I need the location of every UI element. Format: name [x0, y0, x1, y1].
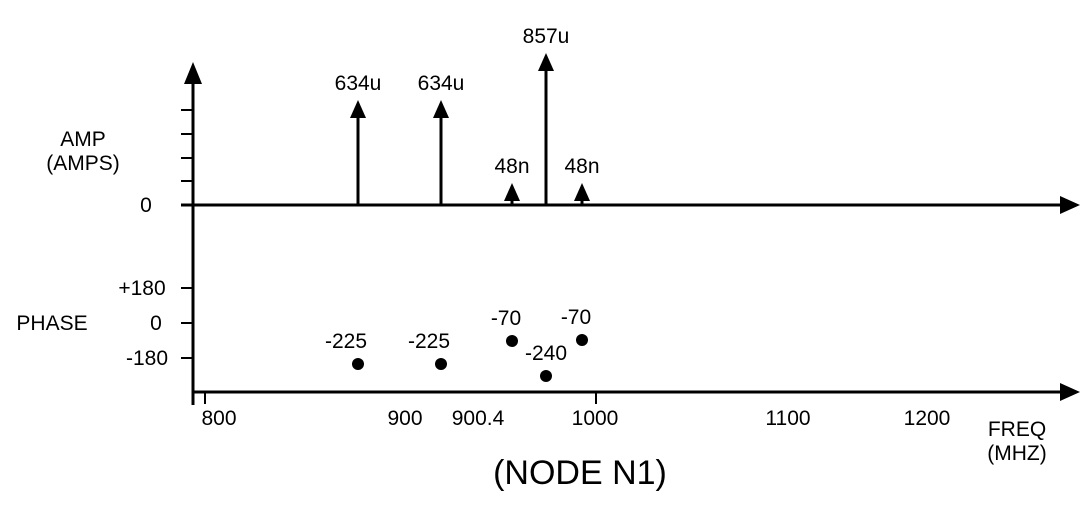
phase-zero-label: 0	[150, 312, 162, 335]
phase-point	[540, 370, 552, 382]
vertical-axis-arrowhead	[184, 62, 202, 84]
amp-baseline-arrowhead	[1060, 196, 1080, 214]
diagram-title: (NODE N1)	[493, 454, 667, 492]
freq-tick-label: 900	[387, 407, 422, 430]
phase-points-group: -225 -225-70-240-70	[325, 306, 591, 382]
amp-zero-label: 0	[140, 194, 152, 217]
freq-tick-label: 900.4	[452, 407, 505, 430]
amplitude-label: 48n	[564, 155, 599, 178]
amplitude-lines-group: 634u 634u 48n 857u 48n	[335, 25, 600, 205]
phase-label: -70	[561, 306, 591, 329]
amplitude-arrowhead	[433, 100, 449, 118]
freq-tick-label: 800	[201, 407, 236, 430]
phase-point	[576, 334, 588, 346]
phase-point	[435, 358, 447, 370]
amp-axis-label: AMP	[60, 128, 106, 151]
phase-point	[506, 335, 518, 347]
phase-plus180-label: +180	[118, 277, 165, 300]
phase-label: -225	[408, 330, 450, 353]
freq-tick-label: 1100	[765, 407, 810, 430]
phase-label: -240	[525, 342, 567, 365]
amp-axis-unit: (AMPS)	[46, 152, 120, 175]
amplitude-label: 48n	[494, 155, 529, 178]
freq-tick-label: 1000	[572, 407, 619, 430]
amplitude-arrowhead	[538, 53, 554, 71]
phase-axis-label: PHASE	[16, 312, 87, 335]
freq-axis-unit: (MHZ)	[987, 442, 1046, 465]
phase-point	[352, 358, 364, 370]
freq-axis-label: FREQ	[988, 418, 1046, 441]
phase-minus180-label: -180	[126, 347, 168, 370]
amplitude-label: 634u	[335, 72, 382, 95]
amplitude-arrowhead	[350, 100, 366, 118]
amplitude-arrowhead	[504, 183, 520, 201]
phase-label: -225	[325, 330, 367, 353]
freq-tick-label: 1200	[904, 407, 951, 430]
amplitude-label: 857u	[523, 25, 570, 48]
amplitude-label: 634u	[418, 72, 465, 95]
phase-label: -70	[491, 307, 521, 330]
amplitude-arrowhead	[574, 183, 590, 201]
freq-axis-arrowhead	[1060, 383, 1080, 401]
